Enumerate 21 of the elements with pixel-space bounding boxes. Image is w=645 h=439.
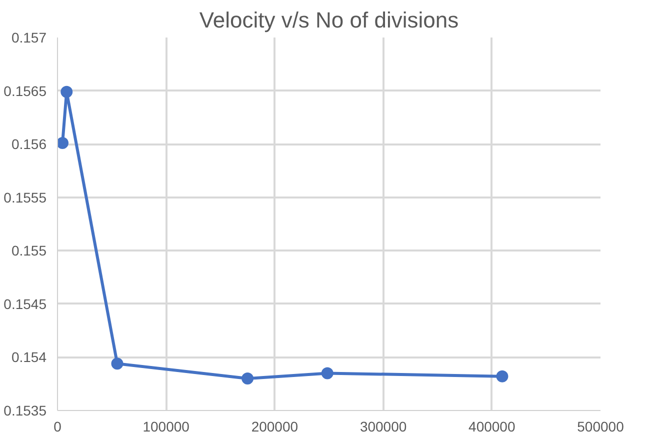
- y-tick-label: 0.1535: [4, 402, 47, 418]
- x-tick-label: 0: [54, 418, 62, 434]
- point: [60, 86, 73, 98]
- point: [496, 370, 508, 382]
- chart-title: Velocity v/s No of divisions: [199, 8, 459, 32]
- point: [58, 137, 68, 149]
- y-tick-label: 0.1555: [4, 189, 47, 206]
- y-tick-label: 0.1565: [4, 82, 47, 99]
- x-tick-label: 200000: [251, 418, 298, 434]
- y-tick-label: 0.157: [11, 30, 47, 46]
- x-tick-label: 300000: [360, 418, 407, 434]
- point: [321, 367, 334, 380]
- y-tick-label: 0.1545: [4, 296, 47, 312]
- x-tick-label: 400000: [468, 418, 516, 434]
- y-tick-label: 0.154: [11, 349, 47, 366]
- y-tick-label: 0.155: [11, 242, 47, 259]
- point: [111, 358, 124, 370]
- y-tick-label: 0.156: [11, 136, 47, 152]
- x-tick-label: 100000: [142, 418, 190, 434]
- point: [242, 372, 254, 385]
- x-tick-label: 500000: [577, 418, 624, 434]
